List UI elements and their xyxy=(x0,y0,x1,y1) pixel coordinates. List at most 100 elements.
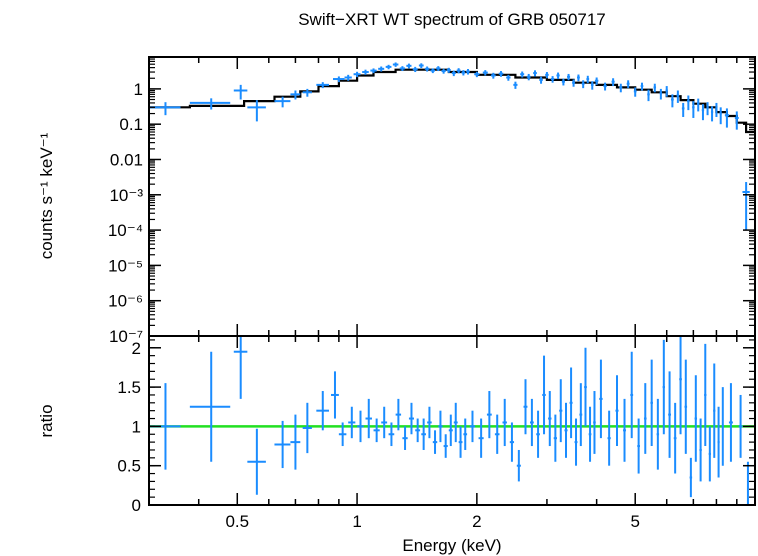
ratio-point xyxy=(643,383,647,454)
ratio-point xyxy=(584,347,587,427)
ratio-point xyxy=(316,391,329,431)
spectrum-point xyxy=(594,77,599,85)
spectrum-point xyxy=(353,71,361,78)
spectrum-point xyxy=(482,70,488,76)
spectrum-point xyxy=(451,70,456,77)
y-tick-label: 2 xyxy=(132,339,141,358)
spectrum-point xyxy=(550,76,555,83)
ratio-y-axis-label: ratio xyxy=(37,404,56,437)
spectrum-point xyxy=(526,73,531,81)
ratio-x-ticks: 0.5 1 2 5 xyxy=(148,336,756,531)
spectrum-point xyxy=(274,96,291,108)
ratio-point xyxy=(615,375,619,447)
spectrum-point xyxy=(734,111,739,130)
ratio-points xyxy=(149,336,750,506)
spectrum-point xyxy=(506,74,511,81)
y-tick-label: 1.5 xyxy=(117,378,141,397)
spectrum-point xyxy=(406,63,412,69)
x-tick-label: 2 xyxy=(472,512,481,531)
ratio-point xyxy=(302,402,312,454)
spectrum-point xyxy=(545,72,549,79)
ratio-panel-frame xyxy=(148,335,756,506)
spectrum-point xyxy=(603,82,607,91)
chart-title: Swift−XRT WT spectrum of GRB 050717 xyxy=(298,10,606,29)
spectrum-point xyxy=(590,81,594,90)
ratio-point xyxy=(656,398,660,470)
spectrum-point xyxy=(189,98,231,110)
ratio-point xyxy=(694,375,698,462)
spectrum-point xyxy=(710,106,714,122)
ratio-point xyxy=(348,406,356,439)
spectrum-point xyxy=(659,88,663,100)
y-tick-label: 10⁻³ xyxy=(109,186,143,205)
spectrum-panel: 1 0.1 0.01 10⁻³ 10⁻⁴ 10⁻⁵ 10⁻⁶ 10⁻⁷ xyxy=(108,56,756,346)
spectrum-point xyxy=(446,67,451,73)
ratio-point xyxy=(559,379,563,443)
y-tick-label: 10⁻⁵ xyxy=(108,256,143,275)
ratio-point xyxy=(357,410,364,443)
spectrum-point xyxy=(647,89,650,102)
ratio-point xyxy=(607,410,611,466)
ratio-point xyxy=(453,402,458,443)
spectrum-point xyxy=(290,90,301,100)
ratio-point xyxy=(516,449,521,482)
ratio-point xyxy=(673,402,677,474)
spectrum-point xyxy=(719,107,722,125)
y-tick-label: 10⁻⁶ xyxy=(108,292,143,311)
spectrum-y-ticks: 1 0.1 0.01 10⁻³ 10⁻⁴ 10⁻⁵ 10⁻⁶ 10⁻⁷ xyxy=(108,56,755,346)
spectrum-point xyxy=(576,74,580,82)
ratio-point xyxy=(421,418,426,450)
ratio-panel: 0.5 1 2 5 0 0.5 1 1.5 2 xyxy=(117,335,756,531)
ratio-point xyxy=(704,343,707,447)
ratio-point xyxy=(408,402,414,435)
spectrum-point xyxy=(556,72,560,80)
spectrum-point xyxy=(567,73,571,81)
ratio-point xyxy=(529,398,534,447)
spectrum-point xyxy=(498,71,504,77)
data-points xyxy=(149,62,750,231)
spectrum-y-axis-label: counts s⁻¹ keV⁻¹ xyxy=(37,132,56,259)
spectrum-point xyxy=(706,102,709,116)
ratio-point xyxy=(738,394,743,458)
spectrum-point xyxy=(385,64,392,70)
spectrum-point xyxy=(418,63,424,69)
spectrum-point xyxy=(701,104,705,121)
ratio-point xyxy=(233,336,248,399)
spectrum-point xyxy=(640,82,644,91)
ratio-point xyxy=(388,422,395,447)
ratio-point xyxy=(569,367,573,439)
ratio-point xyxy=(579,383,583,447)
ratio-point xyxy=(630,351,634,439)
ratio-point xyxy=(679,336,682,435)
spectrum-point xyxy=(302,88,312,97)
ratio-point xyxy=(415,418,421,443)
spectrum-point xyxy=(370,68,377,74)
ratio-point xyxy=(708,426,711,482)
ratio-point xyxy=(247,428,266,495)
ratio-point xyxy=(494,414,500,454)
ratio-point xyxy=(502,398,507,447)
ratio-point xyxy=(448,414,453,447)
spectrum-point xyxy=(316,82,329,89)
ratio-point xyxy=(717,406,720,478)
ratio-point xyxy=(331,371,339,419)
ratio-point xyxy=(395,398,402,431)
spectrum-point xyxy=(670,94,674,108)
spectrum-point xyxy=(466,69,470,75)
y-tick-label: 0.01 xyxy=(110,150,143,169)
ratio-point xyxy=(486,391,492,439)
ratio-point xyxy=(728,383,733,462)
spectrum-point xyxy=(461,70,466,76)
y-tick-label: 0.1 xyxy=(119,115,143,134)
spectrum-point xyxy=(665,86,668,97)
ratio-point xyxy=(542,355,546,435)
ratio-point xyxy=(290,414,301,470)
spectrum-point xyxy=(626,80,630,89)
ratio-point xyxy=(574,418,578,466)
ratio-point xyxy=(478,418,484,458)
spectrum-point xyxy=(619,83,623,93)
spectrum-point xyxy=(611,78,615,87)
spectrum-point xyxy=(633,87,637,97)
ratio-point xyxy=(523,379,528,435)
